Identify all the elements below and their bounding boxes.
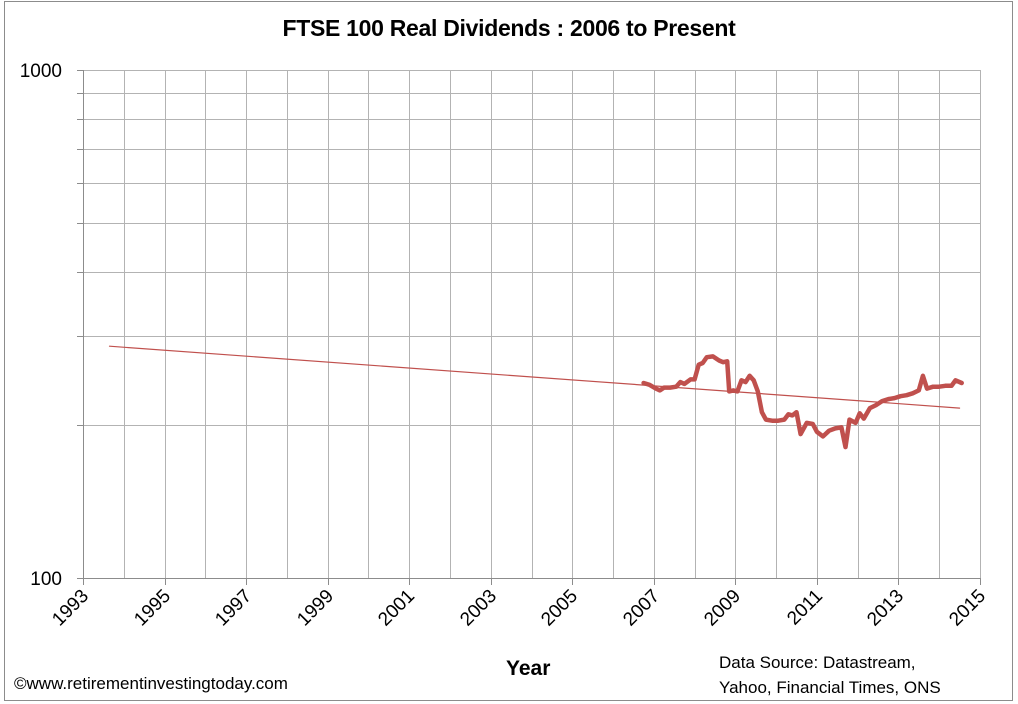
data-source-line-2: Yahoo, Financial Times, ONS [719,678,941,697]
vertical-gridlines [124,70,981,578]
copyright-text: ©www.retirementinvestingtoday.com [14,674,288,693]
dividends-series-line [641,354,964,450]
x-tick-label: 2009 [700,586,745,631]
x-tick-label: 2011 [783,586,827,630]
x-tick-label: 2015 [945,586,990,631]
x-tick-label: 1997 [211,586,256,631]
chart-title: FTSE 100 Real Dividends : 2006 to Presen… [282,15,736,41]
x-tick-label: 1995 [130,586,175,631]
x-tick-label: 2013 [863,586,908,631]
y-tick-label: 100 [30,569,62,590]
axes [77,70,981,585]
series-group [108,345,964,450]
x-tick-label: 1999 [293,586,338,631]
x-tick-label: 2003 [456,586,501,631]
data-source-text: Data Source: Datastream, Yahoo, Financia… [719,650,941,700]
y-tick-label: 1000 [20,61,62,82]
data-source-line-1: Data Source: Datastream, [719,653,916,672]
trend-line [108,345,961,409]
x-tick-label: 1993 [48,586,93,631]
x-tick-labels: 1993 1995 1997 1999 2001 2003 2005 2007 2009 2011… [48,586,990,631]
horizontal-gridlines [83,70,980,426]
x-tick-label: 2005 [537,586,582,631]
x-axis-label: Year [506,657,551,680]
x-tick-label: 2001 [374,586,419,631]
y-tick-labels: 100 1000 [20,61,62,590]
x-tick-label: 2007 [619,586,664,631]
